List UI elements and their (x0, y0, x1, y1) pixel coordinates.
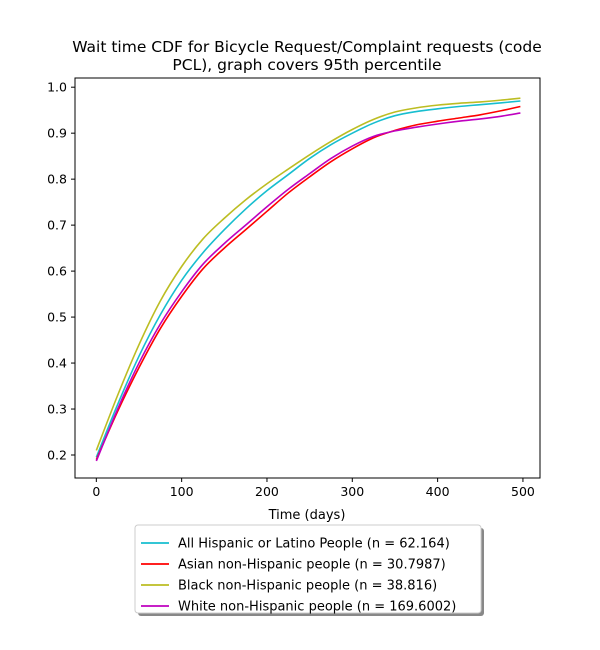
legend-label: Black non-Hispanic people (n = 38.816) (178, 579, 437, 594)
x-tick-label: 300 (340, 484, 364, 499)
y-tick-label: 0.5 (47, 310, 67, 325)
legend-label: All Hispanic or Latino People (n = 62.16… (178, 537, 450, 552)
x-tick-label: 200 (255, 484, 279, 499)
y-tick-label: 0.6 (47, 264, 67, 279)
x-axis: 0 100 200 300 400 500 (92, 478, 535, 499)
y-tick-label: 0.9 (47, 126, 67, 141)
y-tick-label: 0.8 (47, 172, 67, 187)
x-axis-label: Time (days) (268, 508, 346, 523)
series-line-1 (95, 105, 521, 460)
series-line-3 (95, 112, 521, 462)
legend: All Hispanic or Latino People (n = 62.16… (134, 524, 484, 616)
chart-title: Wait time CDF for Bicycle Request/Compla… (72, 38, 542, 74)
y-tick-label: 0.7 (47, 218, 67, 233)
x-tick-label: 0 (92, 484, 100, 499)
series-line-2 (95, 97, 521, 451)
chart-title-line: PCL), graph covers 95th percentile (172, 56, 441, 74)
x-tick-label: 500 (511, 484, 535, 499)
x-tick-label: 100 (170, 484, 194, 499)
plot-frame (74, 77, 541, 479)
y-tick-label: 0.2 (47, 448, 67, 463)
legend-box (134, 524, 482, 614)
chart-title-line: Wait time CDF for Bicycle Request/Compla… (72, 38, 542, 56)
x-tick-label: 400 (426, 484, 450, 499)
y-tick-label: 0.3 (47, 402, 67, 417)
y-tick-label: 1.0 (47, 80, 67, 95)
legend-label: Asian non-Hispanic people (n = 30.7987) (178, 558, 446, 573)
y-tick-label: 0.4 (47, 356, 67, 371)
series-line-0 (95, 100, 521, 458)
plot-lines (95, 97, 521, 462)
legend-label: White non-Hispanic people (n = 169.6002) (178, 600, 456, 615)
y-axis: 0.2 0.3 0.4 0.5 0.6 0.7 0.8 0.9 1.0 (47, 80, 75, 463)
